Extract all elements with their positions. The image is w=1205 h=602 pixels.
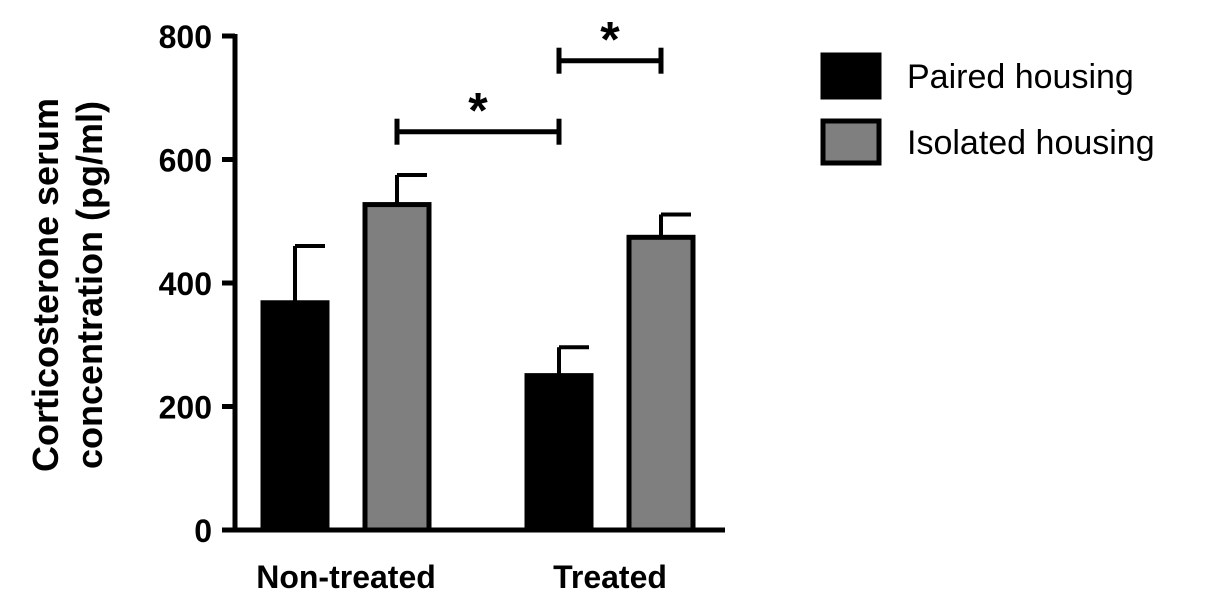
significance-label: *	[468, 83, 488, 139]
y-axis-label: Corticosterone serum concentration (pg/m…	[25, 98, 110, 472]
y-tick-label: 400	[159, 266, 212, 302]
bar	[362, 202, 432, 533]
bars	[260, 202, 696, 533]
x-ticks: Non-treated Treated	[256, 559, 667, 595]
legend-swatch	[820, 118, 882, 166]
legend-swatch	[820, 52, 882, 100]
y-tick-label: 800	[159, 19, 212, 55]
y-tick-label: 600	[159, 143, 212, 179]
legend-label: Isolated housing	[907, 124, 1155, 162]
y-ticks: 0 200 400 600 800	[159, 19, 235, 549]
x-tick-label: Treated	[553, 559, 667, 595]
legend-label: Paired housing	[907, 58, 1134, 96]
y-axis-label-line2: concentration (pg/ml)	[69, 101, 110, 469]
y-tick-label: 0	[194, 513, 212, 549]
y-tick-label: 200	[159, 390, 212, 426]
bar	[524, 373, 594, 533]
legend: Paired housing Isolated housing	[820, 52, 1155, 166]
bar	[626, 234, 696, 533]
x-tick-label: Non-treated	[256, 559, 436, 595]
error-bars	[293, 172, 691, 376]
significance-label: *	[600, 12, 620, 68]
bar	[260, 300, 330, 533]
significance-brackets: **	[394, 12, 664, 145]
y-axis-label-line1: Corticosterone serum	[25, 98, 66, 472]
